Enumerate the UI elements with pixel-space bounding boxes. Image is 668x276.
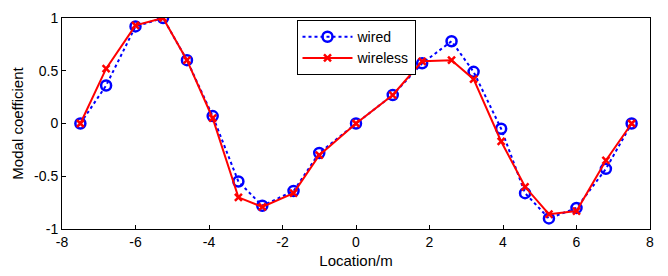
svg-text:8: 8 bbox=[646, 234, 654, 250]
svg-text:0: 0 bbox=[352, 234, 360, 250]
svg-text:6: 6 bbox=[573, 234, 581, 250]
svg-text:-2: -2 bbox=[276, 234, 289, 250]
svg-text:0: 0 bbox=[50, 115, 58, 131]
svg-text:Location/m: Location/m bbox=[319, 252, 392, 269]
svg-text:-0.5: -0.5 bbox=[34, 168, 58, 184]
svg-text:2: 2 bbox=[426, 234, 434, 250]
svg-text:wireless: wireless bbox=[357, 50, 409, 66]
svg-text:-8: -8 bbox=[56, 234, 69, 250]
svg-text:-4: -4 bbox=[203, 234, 216, 250]
svg-text:Modal coefficient: Modal coefficient bbox=[9, 67, 26, 180]
svg-text:-1: -1 bbox=[46, 221, 59, 237]
svg-text:wired: wired bbox=[357, 29, 391, 45]
svg-text:1: 1 bbox=[50, 10, 58, 26]
svg-text:0.5: 0.5 bbox=[39, 63, 59, 79]
svg-text:4: 4 bbox=[499, 234, 507, 250]
svg-text:-6: -6 bbox=[129, 234, 142, 250]
